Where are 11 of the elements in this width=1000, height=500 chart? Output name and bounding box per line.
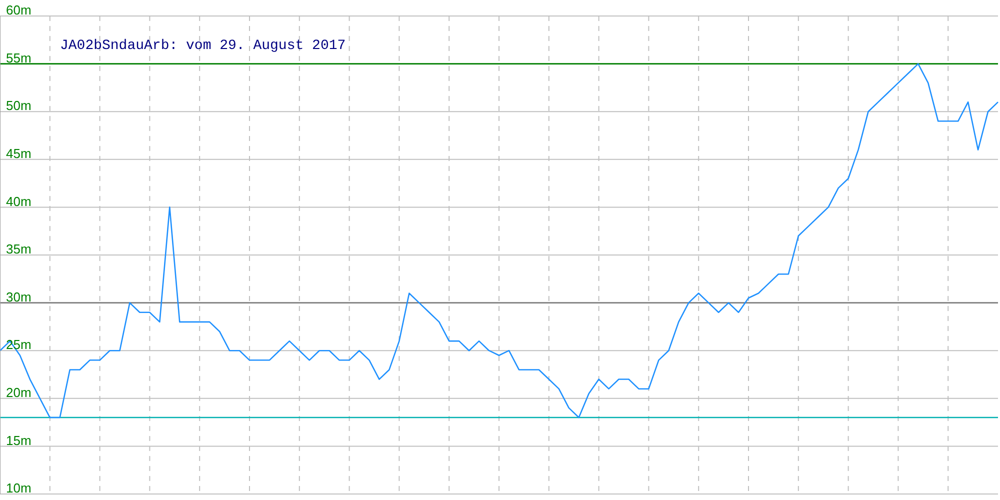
y-tick-label: 40m — [6, 194, 32, 209]
text: JA02bSndauArb: vom 29. August 2017 — [60, 38, 346, 54]
y-tick-label: 45m — [6, 146, 32, 162]
y-tick-label: 60m — [6, 2, 32, 18]
y-tick-label: 15m — [6, 432, 32, 448]
y-tick-label: 50m — [6, 98, 32, 114]
y-tick-label: 10m — [6, 480, 32, 496]
y-tick-label: 35m — [6, 242, 32, 257]
y-tick-label: 55m — [6, 50, 32, 66]
y-tick-label: 20m — [6, 385, 32, 400]
y-tick-label: 30m — [6, 289, 32, 304]
